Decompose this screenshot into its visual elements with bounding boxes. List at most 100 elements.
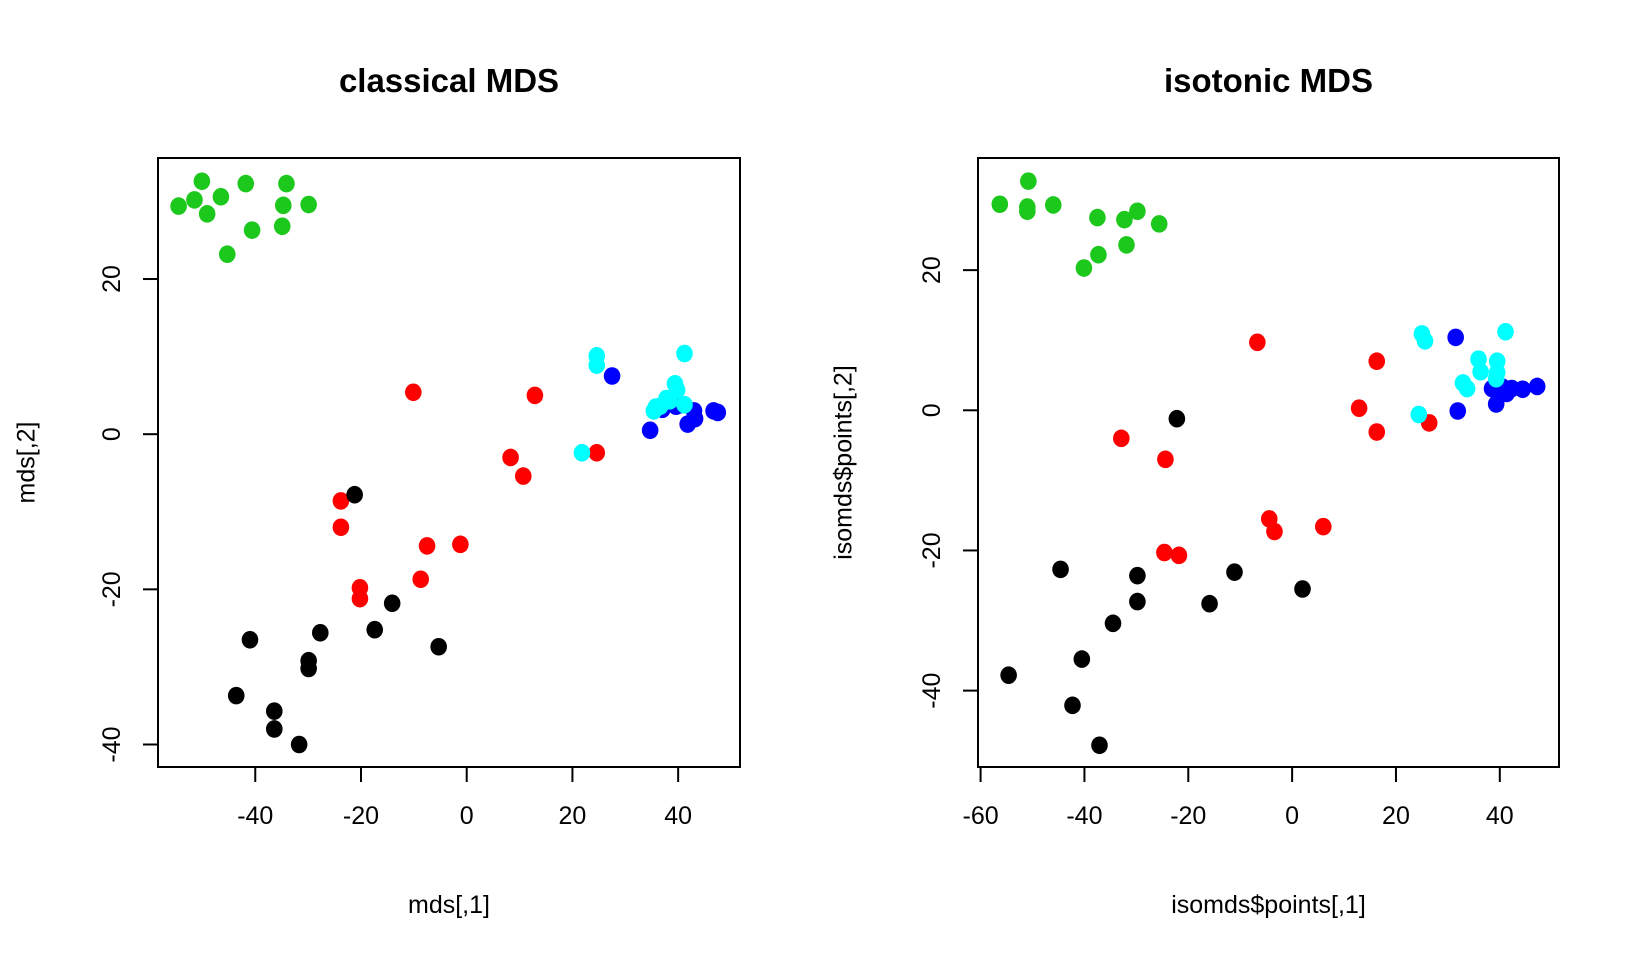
data-point — [1201, 594, 1218, 613]
data-point — [405, 383, 422, 402]
data-point — [1075, 259, 1093, 277]
data-point — [1118, 236, 1135, 254]
x-tick-label: 20 — [1382, 802, 1410, 830]
x-tick-label: 0 — [460, 802, 474, 830]
data-point — [265, 702, 283, 720]
y-tick-label: -20 — [918, 532, 946, 568]
y-axis-label: mds[,2] — [13, 422, 41, 504]
y-tick-label: 0 — [918, 403, 946, 417]
data-point — [1226, 563, 1243, 581]
data-point — [430, 637, 447, 656]
data-point — [1350, 399, 1368, 417]
data-point — [1487, 395, 1505, 413]
data-point — [1129, 592, 1146, 611]
data-point — [193, 172, 211, 191]
x-axis-label: mds[,1] — [408, 891, 490, 919]
data-point — [1052, 560, 1069, 579]
data-point — [641, 421, 659, 440]
data-point — [1090, 245, 1107, 264]
x-tick-label: -20 — [1170, 802, 1206, 830]
data-point — [676, 395, 693, 414]
data-point — [1019, 202, 1036, 221]
data-point — [311, 623, 329, 642]
data-point — [1410, 405, 1428, 424]
data-point — [1170, 546, 1188, 565]
data-point — [227, 686, 245, 705]
scatter-panel-1: classical MDS -40 -20 0 20 40 -40 -20 0 20 mds[,1]… — [13, 62, 741, 919]
x-tick-label: 20 — [559, 802, 587, 830]
data-point — [1157, 450, 1174, 469]
data-point — [332, 518, 350, 537]
data-point — [1458, 379, 1476, 398]
series-1 — [991, 172, 1168, 277]
data-point — [1249, 333, 1266, 352]
data-point — [1168, 409, 1186, 428]
data-point — [452, 535, 469, 554]
data-point — [661, 392, 678, 410]
data-point — [1416, 332, 1434, 350]
data-point — [686, 409, 704, 428]
y-tick-label: 20 — [918, 256, 946, 284]
data-point — [241, 630, 259, 649]
series-2 — [332, 383, 606, 608]
x-tick-label: -60 — [963, 802, 999, 830]
data-point — [1089, 208, 1106, 227]
data-point — [1129, 202, 1146, 221]
data-point — [290, 735, 308, 754]
data-point — [170, 197, 187, 215]
data-point — [1073, 650, 1091, 668]
data-point — [1150, 215, 1168, 233]
data-point — [1091, 736, 1108, 755]
y-tick-label: -20 — [98, 571, 126, 607]
data-point — [1000, 666, 1017, 684]
y-axis-label: isomds$points[,2] — [830, 365, 858, 560]
data-point — [1044, 196, 1062, 214]
data-point — [1449, 402, 1467, 420]
data-point — [1368, 352, 1386, 371]
chart-title: classical MDS — [339, 62, 559, 99]
x-tick-label: -20 — [343, 802, 379, 830]
y-tick-label: -40 — [98, 726, 126, 762]
series-1 — [170, 172, 317, 263]
scatter-panel-2: isotonic MDS -60 -40 -20 0 20 40 -40 -20 0 20 isomd… — [830, 62, 1560, 919]
plot-frame — [977, 157, 1560, 768]
data-point — [1116, 210, 1133, 229]
y-tick-label: 0 — [98, 427, 126, 441]
series-2 — [1113, 333, 1438, 565]
data-point — [186, 191, 203, 209]
y-tick-label: -40 — [918, 673, 946, 709]
data-point — [273, 217, 291, 236]
data-point — [1294, 580, 1311, 598]
data-point — [300, 195, 317, 214]
data-point — [1528, 377, 1546, 396]
data-point — [588, 356, 606, 374]
data-point — [212, 187, 230, 206]
series-5 — [1410, 322, 1514, 424]
data-point — [332, 492, 350, 510]
data-point — [1104, 614, 1122, 633]
data-point — [366, 620, 384, 639]
data-point — [418, 537, 436, 555]
plot-frame — [157, 157, 741, 768]
data-point — [573, 444, 591, 462]
data-point — [1129, 566, 1146, 585]
data-point — [1487, 369, 1505, 388]
data-point — [1368, 423, 1386, 441]
data-point — [502, 448, 519, 467]
data-point — [412, 570, 430, 589]
data-point — [588, 444, 606, 462]
data-point — [709, 403, 727, 422]
data-point — [1497, 322, 1514, 341]
data-point — [300, 659, 317, 678]
data-point — [278, 174, 295, 193]
data-point — [1314, 517, 1332, 536]
data-point — [991, 195, 1009, 214]
x-tick-label: 40 — [664, 802, 692, 830]
data-point — [265, 720, 283, 738]
x-tick-label: -40 — [237, 802, 273, 830]
data-point — [1113, 429, 1130, 448]
data-point — [514, 467, 532, 485]
series-5 — [573, 344, 693, 462]
data-point — [1064, 696, 1081, 715]
